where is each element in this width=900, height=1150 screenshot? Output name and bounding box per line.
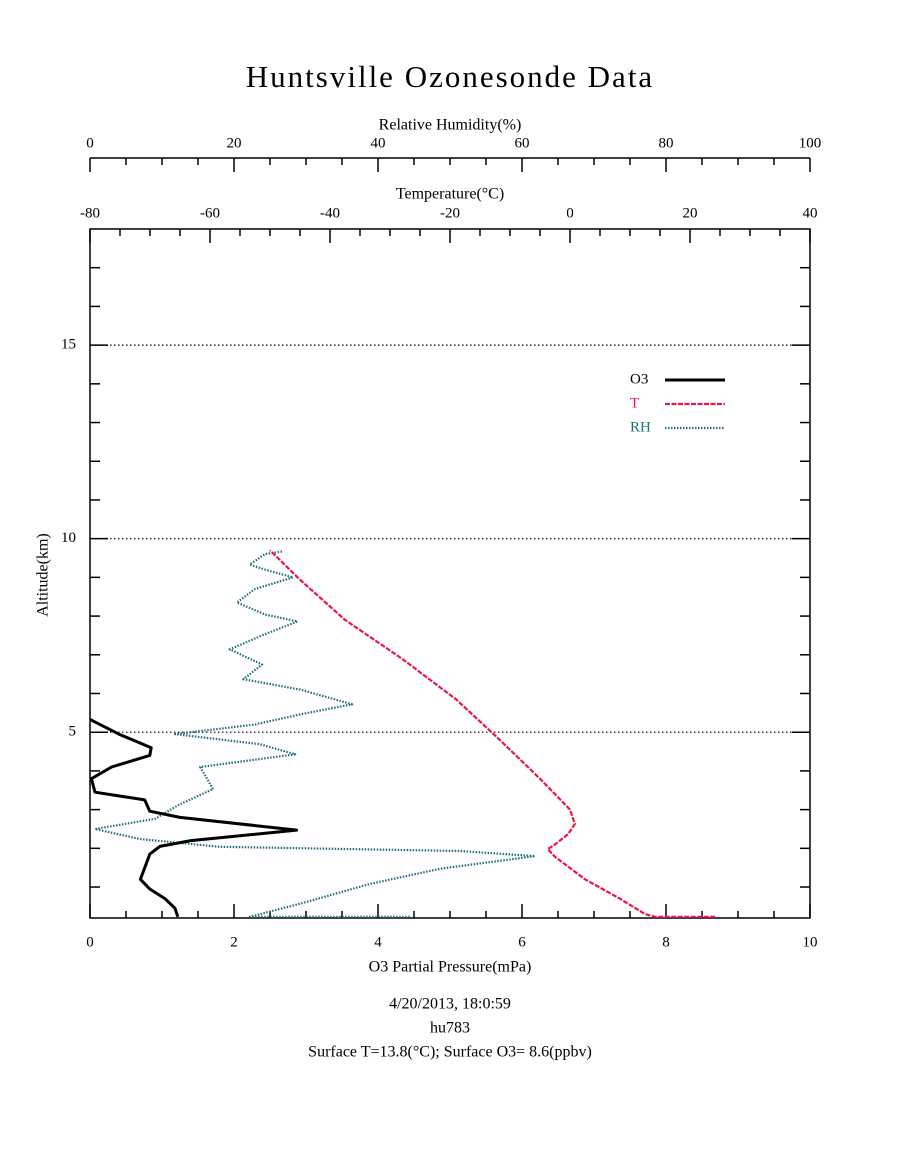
chart-title: Huntsville Ozonesonde Data — [246, 59, 654, 94]
x-tick-label: 6 — [518, 934, 526, 950]
temperature-tick-label: -80 — [80, 205, 100, 221]
temperature-tick-label: 20 — [683, 205, 698, 221]
x-tick-label: 4 — [374, 934, 382, 950]
footer-date: 4/20/2013, 18:0:59 — [389, 996, 511, 1013]
rh-tick-label: 100 — [799, 135, 822, 151]
series-line — [89, 718, 299, 918]
series-line — [93, 550, 537, 918]
temperature-tick-label: -60 — [200, 205, 220, 221]
y-axis-label: Altitude(km) — [35, 533, 52, 617]
x-axis-label: O3 Partial Pressure(mPa) — [369, 959, 532, 976]
temperature-tick-label: -40 — [320, 205, 340, 221]
legend-label: RH — [630, 419, 651, 435]
y-tick-label: 15 — [61, 337, 76, 353]
y-tick-label: 10 — [61, 530, 76, 546]
rh-tick-label: 60 — [515, 135, 530, 151]
legend-label: O3 — [630, 371, 648, 387]
rh-tick-label: 80 — [659, 135, 674, 151]
rh-axis-label: Relative Humidity(%) — [379, 117, 522, 134]
x-tick-label: 0 — [86, 934, 94, 950]
x-tick-label: 2 — [230, 934, 238, 950]
x-tick-label: 8 — [662, 934, 670, 950]
plot-frame — [89, 228, 811, 919]
rh-tick-label: 0 — [86, 135, 94, 151]
footer-surface: Surface T=13.8(°C); Surface O3= 8.6(ppbv… — [308, 1044, 592, 1061]
series-line — [269, 549, 716, 918]
temperature-tick-label: -20 — [440, 205, 460, 221]
x-tick-label: 10 — [803, 934, 818, 950]
temperature-tick-label: 40 — [803, 205, 818, 221]
temperature-tick-label: 0 — [566, 205, 574, 221]
footer-id: hu783 — [430, 1020, 470, 1037]
rh-tick-label: 20 — [227, 135, 242, 151]
legend-label: T — [630, 395, 639, 411]
y-tick-label: 5 — [69, 724, 77, 740]
rh-tick-label: 40 — [371, 135, 386, 151]
temperature-axis-label: Temperature(°C) — [396, 186, 504, 203]
